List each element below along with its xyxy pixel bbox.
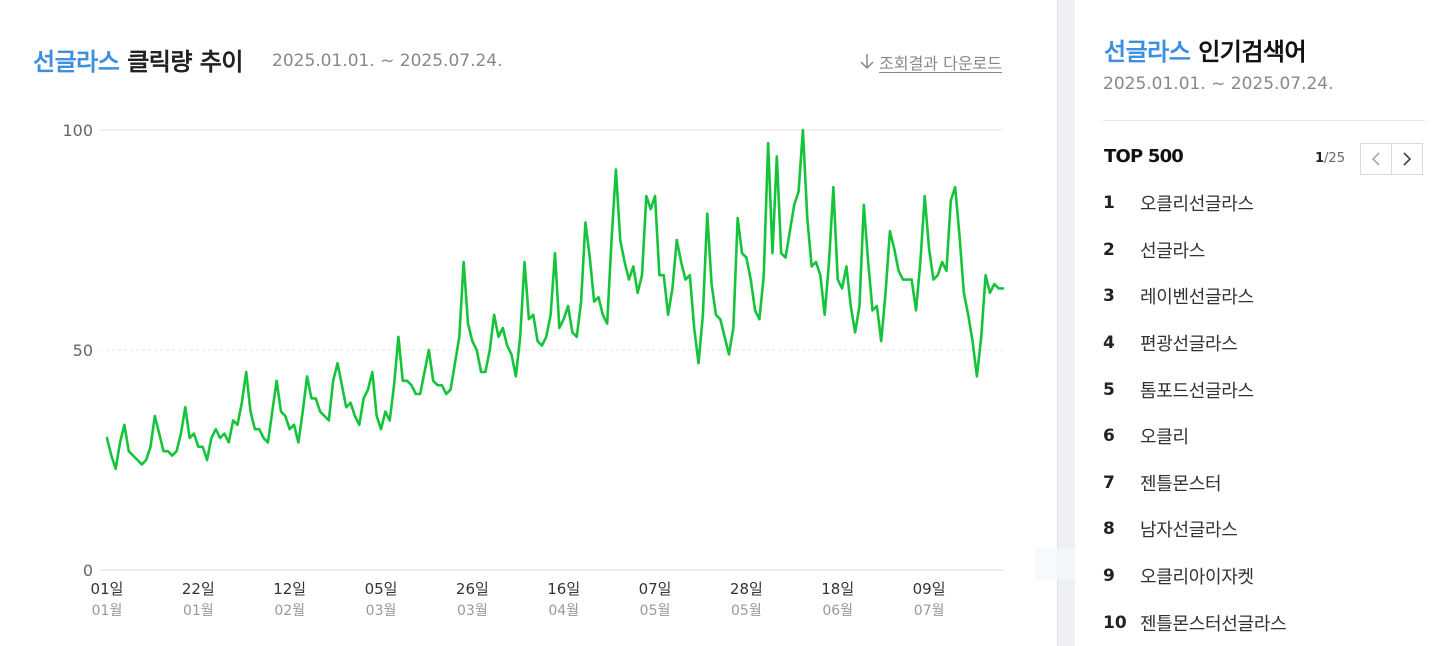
next-page-button[interactable] bbox=[1391, 143, 1423, 175]
x-tick-day: 28일 bbox=[730, 580, 763, 598]
x-tick-day: 01일 bbox=[91, 580, 124, 598]
chart-period: 2025.01.01. ~ 2025.07.24. bbox=[272, 51, 503, 71]
rank-number: 8 bbox=[1103, 519, 1115, 540]
side-title: 선글라스 인기검색어 bbox=[1104, 32, 1307, 67]
rank-item[interactable]: 7 젠틀몬스터 bbox=[1103, 460, 1286, 507]
rank-item[interactable]: 1 오클리선글라스 bbox=[1103, 180, 1286, 227]
chart-title-keyword: 선글라스 bbox=[33, 48, 120, 76]
rank-item[interactable]: 3 레이벤선글라스 bbox=[1103, 273, 1286, 320]
x-tick-day: 18일 bbox=[821, 580, 854, 598]
rank-number: 7 bbox=[1103, 472, 1115, 493]
rank-number: 6 bbox=[1103, 426, 1115, 447]
series-line bbox=[105, 128, 1005, 471]
rank-keyword: 오클리선글라스 bbox=[1140, 194, 1254, 216]
download-link[interactable]: 조회결과 다운로드 bbox=[859, 50, 1002, 74]
x-tick-day: 16일 bbox=[547, 580, 580, 598]
rank-keyword: 편광선글라스 bbox=[1140, 334, 1238, 356]
rank-number: 3 bbox=[1103, 286, 1115, 307]
rank-keyword: 젠틀몬스터선글라스 bbox=[1140, 613, 1287, 635]
side-period: 2025.01.01. ~ 2025.07.24. bbox=[1103, 74, 1334, 94]
panel-divider bbox=[1057, 0, 1075, 646]
chart-title-text: 클릭량 추이 bbox=[127, 48, 243, 76]
click-trend-chart: 0 50 100 01일 01월 22일 01월 12일 02월 05일 03월 26일 03월 16일 0… bbox=[62, 121, 1005, 619]
chart-title: 선글라스 클릭량 추이 bbox=[33, 42, 243, 77]
x-tick-month: 01월 bbox=[183, 603, 214, 619]
rank-keyword: 레이벤선글라스 bbox=[1140, 287, 1254, 309]
x-tick-month: 03월 bbox=[457, 603, 488, 619]
rank-keyword: 오클리아이자켓 bbox=[1140, 567, 1254, 589]
top-label: TOP 500 bbox=[1104, 146, 1184, 167]
rank-number: 10 bbox=[1103, 612, 1127, 633]
x-tick-month: 05월 bbox=[640, 603, 671, 619]
rank-item[interactable]: 9 오클리아이자켓 bbox=[1103, 553, 1286, 600]
x-tick-day: 09일 bbox=[913, 580, 946, 598]
x-tick-month: 03월 bbox=[366, 603, 397, 619]
side-title-text: 인기검색어 bbox=[1198, 38, 1307, 66]
rank-list: 1 오클리선글라스 2 선글라스 3 레이벤선글라스 4 편광선글라스 5 톰포드선글라스 6 오클리… bbox=[1103, 180, 1287, 646]
chart-panel: 선글라스 클릭량 추이 2025.01.01. ~ 2025.07.24. 조회… bbox=[33, 42, 1005, 619]
x-tick-month: 04월 bbox=[548, 603, 579, 619]
rank-keyword: 톰포드선글라스 bbox=[1140, 380, 1254, 402]
rank-number: 1 bbox=[1103, 193, 1115, 214]
x-tick-day: 07일 bbox=[639, 580, 672, 598]
rank-number: 5 bbox=[1103, 379, 1115, 400]
x-tick-day: 22일 bbox=[182, 580, 215, 598]
download-label: 조회결과 다운로드 bbox=[879, 54, 1002, 73]
rank-keyword: 젠틀몬스터 bbox=[1140, 473, 1222, 495]
rank-number: 2 bbox=[1103, 239, 1115, 260]
side-title-keyword: 선글라스 bbox=[1104, 38, 1191, 66]
page-total: /25 bbox=[1324, 151, 1345, 166]
x-tick-month: 05월 bbox=[731, 603, 762, 619]
rank-item[interactable]: 8 남자선글라스 bbox=[1103, 506, 1286, 553]
x-tick-month: 02월 bbox=[274, 603, 305, 619]
rank-item[interactable]: 6 오클리 bbox=[1103, 413, 1286, 460]
x-tick-month: 01월 bbox=[92, 603, 123, 619]
chevron-right-icon bbox=[1403, 152, 1412, 166]
rank-keyword: 남자선글라스 bbox=[1140, 520, 1238, 542]
y-tick-label: 100 bbox=[62, 121, 93, 140]
page-current: 1 bbox=[1315, 151, 1325, 166]
rank-item[interactable]: 5 톰포드선글라스 bbox=[1103, 366, 1286, 413]
y-tick-label: 50 bbox=[73, 341, 93, 360]
rank-number: 4 bbox=[1103, 333, 1115, 354]
x-tick-day: 05일 bbox=[365, 580, 398, 598]
x-tick-month: 06월 bbox=[822, 603, 853, 619]
rank-item[interactable]: 10 젠틀몬스터선글라스 bbox=[1103, 599, 1287, 646]
y-tick-label: 0 bbox=[83, 561, 93, 580]
rank-keyword: 오클리 bbox=[1140, 427, 1189, 449]
x-tick-day: 26일 bbox=[456, 580, 489, 598]
rank-item[interactable]: 2 선글라스 bbox=[1103, 227, 1286, 274]
chevron-left-icon bbox=[1371, 152, 1380, 166]
prev-page-button[interactable] bbox=[1360, 143, 1392, 175]
x-tick-day: 12일 bbox=[273, 580, 306, 598]
popular-keywords-panel: 선글라스 인기검색어 2025.01.01. ~ 2025.07.24. TOP… bbox=[1075, 0, 1437, 646]
download-icon bbox=[860, 54, 874, 70]
page-indicator: 1/25 bbox=[1315, 151, 1345, 166]
rank-item[interactable]: 4 편광선글라스 bbox=[1103, 320, 1286, 367]
rank-number: 9 bbox=[1103, 566, 1115, 587]
x-tick-month: 07월 bbox=[914, 603, 945, 619]
side-divider bbox=[1103, 120, 1425, 121]
rank-keyword: 선글라스 bbox=[1140, 240, 1206, 262]
